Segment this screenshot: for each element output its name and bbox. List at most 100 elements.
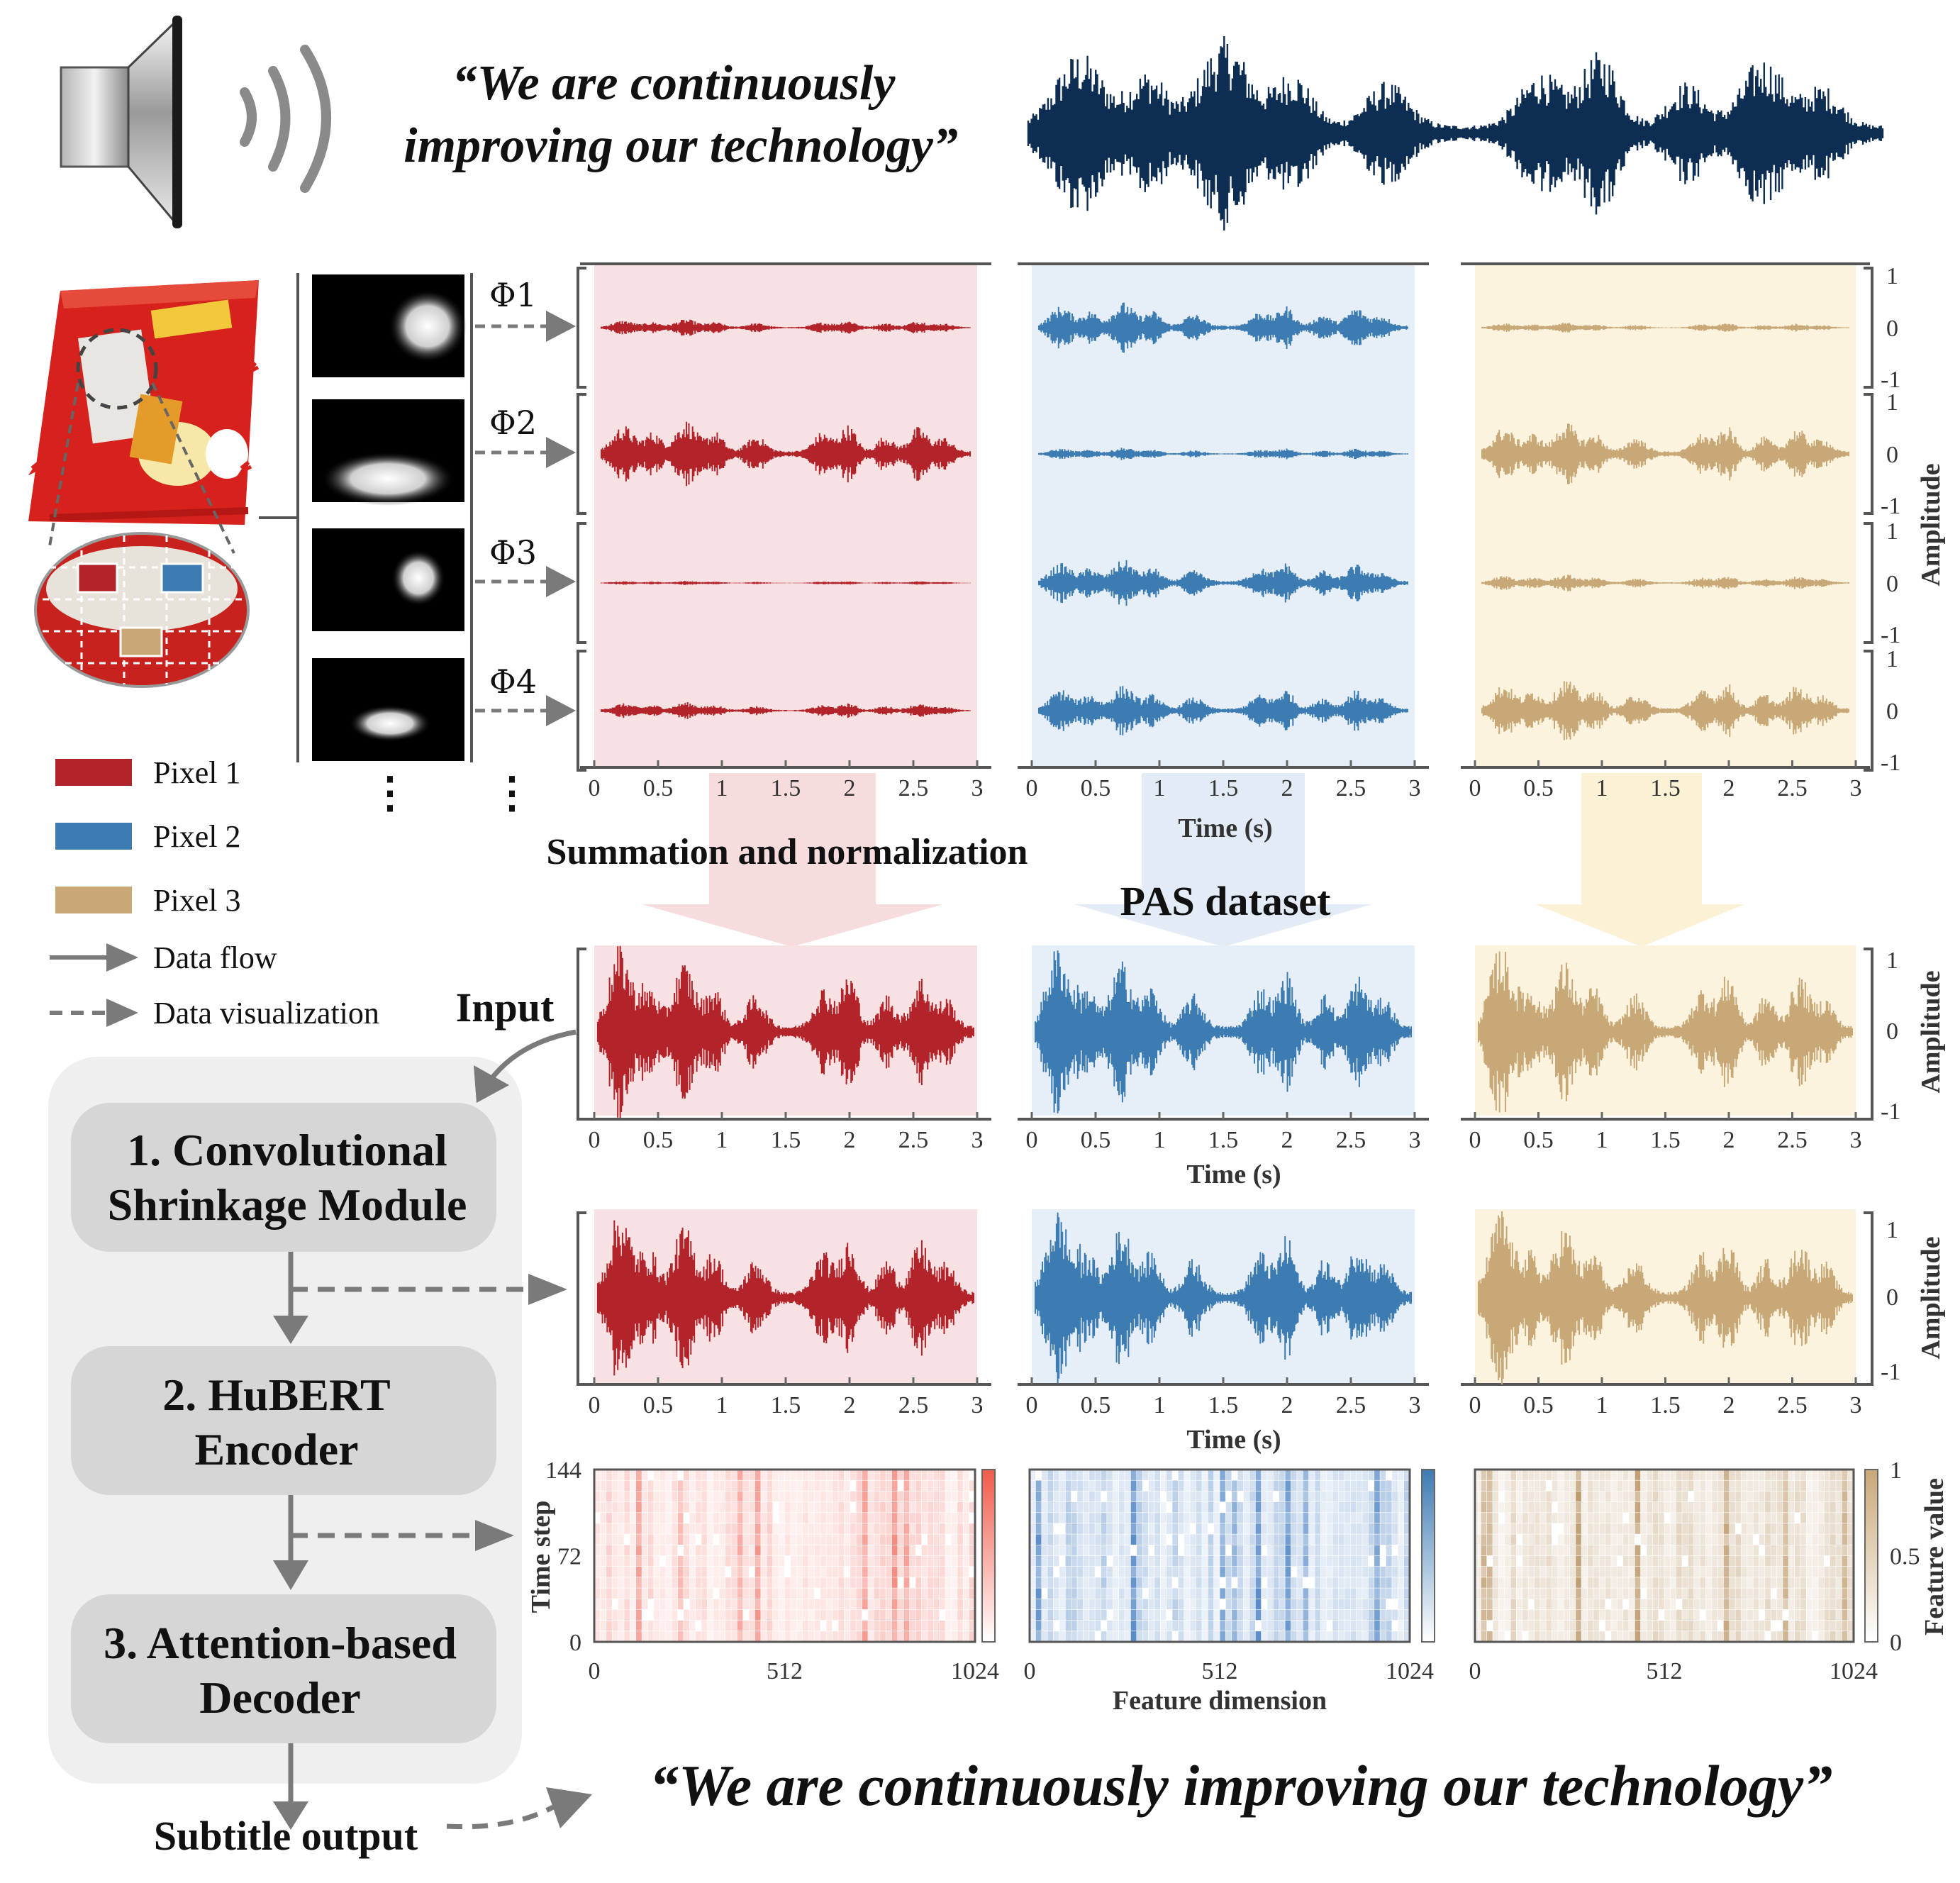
pixel2-heatmap-cell [1213,1533,1220,1546]
pixel3-heatmap-cell [1723,1533,1730,1546]
pixel2-heatmap-cell [1142,1577,1149,1589]
pixel2-heatmap-cell [1320,1545,1327,1557]
pixel1-heatmap-cell [885,1533,893,1546]
pixel2-heatmap-cell [1237,1577,1245,1589]
pixel3-heatmap-cell [1711,1587,1719,1600]
legend-label-pixel3: Pixel 3 [153,883,240,918]
pixel1-heatmap-cell [784,1566,791,1578]
pixel3-heatmap-cell [1800,1599,1808,1611]
pixel1-heatmap-cell [737,1599,744,1611]
pixel1-heatmap-cell [611,1609,619,1621]
pixel1-heatmap-cell [695,1469,702,1482]
pixel3-heatmap-cell [1617,1555,1624,1567]
pixel2-heatmap-cell [1047,1620,1054,1632]
pixel3-heatmap-cell [1593,1523,1600,1535]
pixel2-heatmap-cell [1053,1501,1060,1513]
pixel3-heatmap-cell [1492,1599,1500,1611]
pixel1-heatmap-cell [647,1620,655,1632]
pixel3-heatmap-cell [1723,1512,1730,1524]
pixel3-heatmap-cell [1640,1469,1647,1482]
pixel3-heatmap-cell [1652,1599,1659,1611]
pixel3-heatmap-cell [1581,1469,1588,1482]
pixel2-heatmap-cell [1291,1501,1298,1513]
pixel1-heatmap-cell [647,1577,655,1589]
pixel2-heatmap-cell [1386,1599,1393,1611]
pixel3-heatmap-cell [1664,1599,1671,1611]
pixel1-heatmap-cell [951,1491,958,1503]
pixel2-heatmap-cell [1065,1620,1072,1632]
pixel2-heatmap-cell [1059,1599,1067,1611]
pixel2-heatmap-cell [1261,1577,1268,1589]
pixel1-heatmap-cell [713,1609,720,1621]
pixel1-heatmap-cell [623,1469,631,1482]
pixel1-heatmap-cell [701,1491,708,1503]
pixel1-heatmap-cell [737,1545,744,1557]
pixel2-heatmap-cell [1344,1599,1352,1611]
pixel2-heatmap-cell [1386,1501,1393,1513]
pixel2-heatmap-cell [1184,1533,1191,1546]
pixel1-heatmap-cell [808,1501,815,1513]
phi-arrows [475,311,576,726]
pixel1-heatmap-cell [767,1491,774,1503]
pixel3-heatmap-cell [1569,1523,1576,1535]
pixel2-denoised-xtick-label-3: 1.5 [1208,1392,1239,1418]
pixel2-heatmap-cell [1106,1587,1114,1600]
pixel3-heatmap-cell [1481,1577,1488,1589]
pixel3-heatmap-cell [1711,1501,1719,1513]
pixel1-heatmap-cell [618,1620,625,1632]
pixel3-heatmap-cell [1481,1469,1488,1482]
pixel2-heatmap-cell [1255,1491,1262,1503]
pixel3-heatmap-cell [1817,1523,1825,1535]
pixel3-heatmap-cell [1776,1479,1783,1492]
pixel2-heatmap-cell [1142,1631,1149,1643]
pixel2-heatmap-cell [1130,1523,1137,1535]
pixel2-heatmap-cell [1326,1501,1334,1513]
pixel1-heatmap-cell [820,1545,828,1557]
pixel2-heatmap-cell [1379,1501,1387,1513]
pixel3-heatmap-cell [1481,1555,1488,1567]
pixel2-heatmap-cell [1219,1587,1227,1600]
pixel2-heatmap-cell [1266,1555,1274,1567]
pixel3-heatmap-cell [1498,1587,1505,1600]
pixel2-heatmap-cell [1178,1620,1185,1632]
pixel1-heatmap-cell [647,1555,655,1567]
pixel3-heatmap-xtick-1: 512 [1647,1658,1683,1684]
pixel1-mode-xtick-label-2: 1 [716,775,728,801]
pixel1-heatmap-cell [778,1609,786,1621]
pixel1-heatmap-cell [867,1587,875,1600]
pixel3-heatmap-cell [1545,1609,1553,1621]
pixel2-heatmap-cell [1065,1555,1072,1567]
pixel3-mode-xtick-label-3: 1.5 [1650,775,1681,801]
pixel3-heatmap-cell [1486,1479,1493,1492]
pixel2-heatmap-cell [1196,1469,1203,1482]
pixel2-heatmap-cell [1094,1587,1102,1600]
mode-amp-1-2: 1 [1886,518,1898,545]
pixel1-heatmap-cell [713,1587,720,1600]
pixel2-heatmap-cell [1208,1599,1215,1611]
pixel2-heatmap-cell [1071,1609,1078,1621]
pixel1-heatmap-cell [784,1523,791,1535]
pixel1-heatmap-cell [635,1599,643,1611]
pixel2-heatmap-cell [1261,1566,1268,1578]
pixel1-denoised-xtick-label-4: 2 [844,1392,856,1418]
mode-amp-m1-1: -1 [1881,493,1900,519]
pixel1-heatmap-cell [653,1523,661,1535]
pixel2-heatmap-cell [1296,1479,1304,1492]
pixel3-heatmap-cell [1741,1479,1748,1492]
pixel1-heatmap-cell [790,1501,798,1513]
pixel2-heatmap-cell [1362,1469,1369,1482]
pixel1-heatmap-cell [677,1501,684,1513]
pixel3-heatmap-cell [1788,1599,1795,1611]
pixel1-heatmap-cell [903,1491,911,1503]
pixel3-heatmap-cell [1764,1469,1772,1482]
pixel2-heatmap-cell [1279,1501,1286,1513]
pixel3-heatmap-cell [1699,1620,1707,1632]
mode-row-bracket-left-4 [577,650,586,772]
pixel2-heatmap-cell [1273,1469,1280,1482]
pixel3-heatmap-cell [1593,1512,1600,1524]
pixel2-heatmap-cell [1266,1587,1274,1600]
pixel2-heatmap-cell [1065,1545,1072,1557]
pixel2-heatmap-cell [1094,1512,1102,1524]
pixel2-heatmap-cell [1166,1609,1173,1621]
pixel2-heatmap-cell [1189,1577,1197,1589]
